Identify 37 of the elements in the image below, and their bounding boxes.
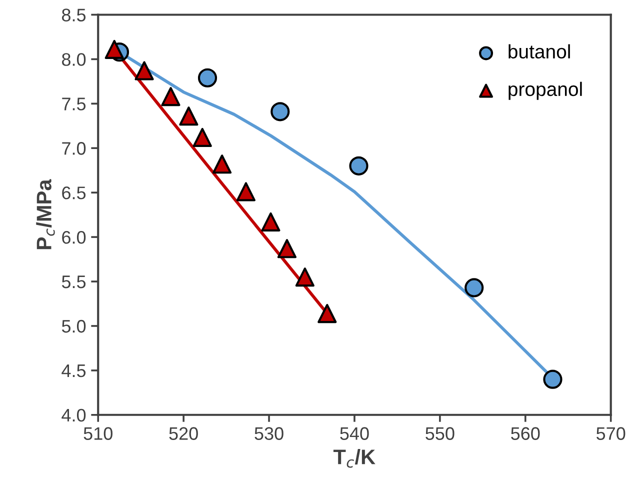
y-tick-label: 8.5 bbox=[62, 8, 86, 22]
point bbox=[212, 154, 232, 174]
x-axis-title: T$_{c}$/K bbox=[333, 448, 376, 468]
point bbox=[543, 370, 562, 389]
y-tick-label: 5.0 bbox=[62, 320, 86, 333]
point bbox=[161, 86, 180, 106]
y-tick-label: 8.0 bbox=[62, 53, 86, 66]
x-tick-label: 540 bbox=[340, 427, 369, 440]
y-tick-label: 6.5 bbox=[62, 186, 86, 200]
y-tick-label: 4.5 bbox=[62, 364, 86, 378]
x-tick-label: 570 bbox=[596, 427, 626, 440]
point bbox=[261, 212, 280, 232]
x-tick-label: 520 bbox=[169, 427, 198, 440]
x-tick-label: 550 bbox=[426, 427, 454, 440]
point bbox=[295, 268, 314, 287]
x-tick-label: 560 bbox=[511, 427, 540, 440]
point bbox=[104, 40, 124, 59]
x-tick-label: 510 bbox=[84, 427, 112, 440]
point bbox=[270, 102, 290, 122]
point bbox=[277, 239, 297, 258]
y-tick-label: 5.5 bbox=[62, 276, 86, 288]
point bbox=[349, 156, 368, 176]
point bbox=[198, 68, 218, 88]
y-tick-label: 6.0 bbox=[62, 230, 86, 244]
legend-label: butanol bbox=[508, 44, 570, 59]
legend-label: propanol bbox=[508, 82, 582, 100]
point bbox=[192, 128, 212, 147]
point bbox=[134, 61, 154, 80]
y-tick-label: 7.5 bbox=[62, 98, 86, 110]
point bbox=[236, 182, 256, 202]
x-tick-label: 530 bbox=[254, 427, 284, 440]
point bbox=[179, 106, 198, 126]
point bbox=[464, 278, 484, 298]
point bbox=[318, 304, 337, 324]
y-axis-title: P$_{c}$/MPa bbox=[36, 179, 55, 250]
y-tick-label: 4.0 bbox=[62, 408, 86, 422]
y-tick-label: 7.0 bbox=[62, 142, 86, 155]
